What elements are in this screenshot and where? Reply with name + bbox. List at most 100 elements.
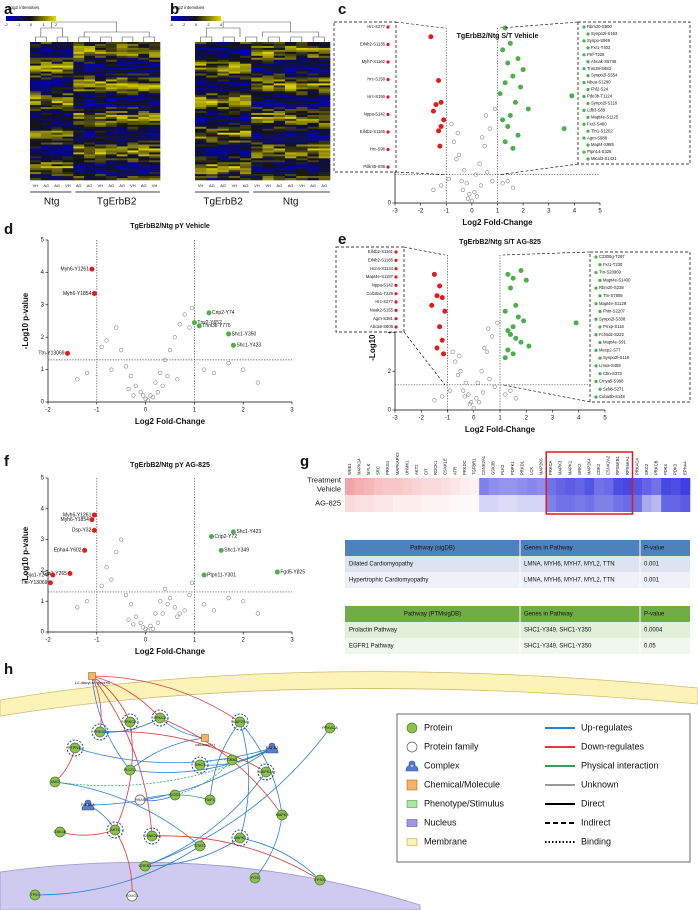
inset-label: Eif4b2-S1135	[360, 42, 386, 47]
data-point	[480, 390, 486, 395]
heat-cell	[285, 144, 297, 147]
heat-cell	[30, 176, 42, 179]
heat-cell	[251, 101, 263, 104]
heat-cell	[73, 140, 85, 143]
heat-cell	[116, 166, 128, 169]
heat-cell	[469, 495, 480, 512]
legend-label: Up-regulates	[581, 722, 633, 732]
heat-cell	[251, 166, 263, 169]
heat-cell	[51, 53, 63, 57]
heat-cell	[30, 73, 42, 76]
heat-cell	[262, 126, 275, 130]
heat-cell	[262, 61, 275, 64]
heat-cell	[195, 126, 207, 130]
heat-cell	[296, 89, 308, 92]
heat-cell	[240, 164, 252, 167]
heat-cell	[105, 130, 117, 133]
heat-cell	[251, 111, 263, 114]
data-point	[131, 393, 136, 398]
column-label: AG	[54, 183, 60, 188]
inset-dot	[582, 67, 586, 71]
heat-cell	[84, 144, 96, 147]
heat-cell	[273, 91, 286, 94]
heat-cell	[51, 122, 63, 126]
heat-cell	[105, 87, 117, 90]
heat-cell	[262, 53, 275, 57]
heat-cell	[30, 140, 42, 143]
heat-cell	[138, 144, 150, 147]
data-point	[454, 157, 459, 162]
heat-cell	[105, 166, 117, 169]
heat-cell	[240, 75, 252, 78]
heat-cell	[40, 156, 52, 159]
heat-cell	[95, 67, 107, 70]
heat-cell	[40, 42, 52, 45]
heat-cell	[30, 118, 42, 122]
heat-cell	[116, 138, 128, 141]
heat-cell	[307, 47, 320, 51]
data-point	[465, 196, 471, 201]
heat-cell	[251, 124, 263, 128]
heat-cell	[95, 120, 107, 124]
inset-label: Hrc-S277	[367, 24, 385, 29]
heat-cell	[51, 156, 63, 159]
data-point	[513, 396, 518, 401]
column-label: VH	[232, 183, 238, 188]
heat-cell	[285, 107, 297, 110]
heat-cell	[217, 65, 230, 68]
heat-cell	[62, 116, 74, 120]
heat-cell	[273, 47, 286, 51]
heat-cell	[217, 45, 230, 49]
node-label: CREB1	[139, 864, 152, 868]
heat-cell	[51, 71, 63, 74]
heat-cell	[318, 178, 331, 181]
heat-cell	[296, 49, 308, 53]
heat-cell	[127, 97, 139, 100]
heat-cell	[149, 144, 161, 147]
x-tick-label: -1	[445, 416, 451, 422]
data-point	[451, 139, 457, 144]
heat-cell	[296, 59, 308, 63]
heat-cell	[138, 142, 150, 145]
heat-cell	[62, 144, 74, 147]
heat-cell	[40, 134, 52, 137]
data-point	[241, 367, 246, 372]
heat-cell	[105, 154, 117, 157]
heat-cell	[149, 99, 161, 102]
heat-cell	[296, 67, 308, 70]
heat-cell	[307, 53, 320, 57]
heat-cell	[318, 53, 331, 57]
heat-cell	[307, 95, 320, 98]
heat-cell	[206, 57, 218, 61]
table-cell: 0.0004	[644, 628, 663, 634]
heat-cell	[217, 49, 230, 53]
heat-cell	[105, 71, 117, 74]
selection-ring	[106, 821, 124, 839]
data-point	[520, 67, 526, 73]
heat-cell	[62, 103, 74, 106]
heat-cell	[62, 75, 74, 78]
heat-cell	[240, 146, 252, 149]
heat-cell	[138, 112, 150, 116]
column-label: MAPKAPK2	[395, 452, 400, 475]
heat-cell	[40, 77, 52, 80]
data-point	[455, 130, 460, 136]
chart-title: TgErbB2/Ntg pY AG-825	[130, 462, 210, 469]
heat-cell	[62, 124, 74, 128]
colorbar-tick: -2	[182, 22, 186, 27]
inset-dot	[386, 165, 390, 169]
data-point	[218, 547, 224, 553]
heat-cell	[285, 174, 297, 177]
data-point	[436, 128, 442, 134]
heat-cell	[217, 69, 230, 72]
heat-cell	[217, 170, 230, 173]
heat-cell	[195, 53, 207, 57]
heat-cell	[546, 495, 557, 512]
heat-cell	[318, 75, 331, 78]
point-label: Shc1-Y423	[236, 343, 261, 349]
network-node	[124, 716, 136, 728]
heat-cell	[318, 71, 331, 74]
heat-cell	[296, 154, 308, 157]
heat-cell	[105, 95, 117, 98]
heat-cell	[62, 105, 74, 108]
